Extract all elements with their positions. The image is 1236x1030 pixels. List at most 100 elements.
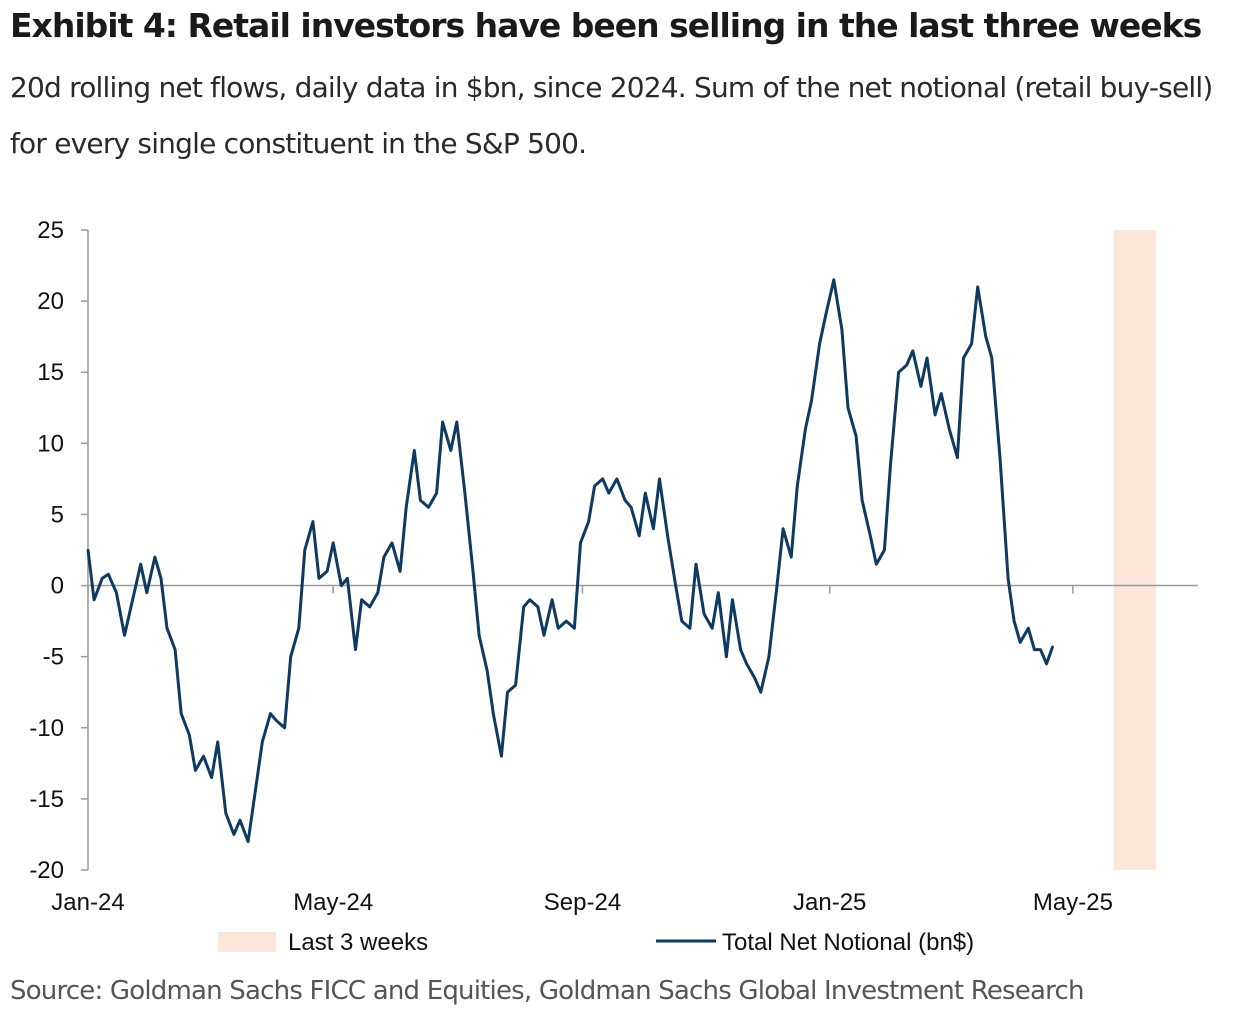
y-tick-label: -5 [43, 644, 64, 671]
data-point [297, 627, 300, 630]
data-point [107, 572, 110, 576]
data-point [159, 577, 163, 580]
data-point [919, 385, 923, 388]
data-point [216, 740, 219, 744]
data-point [688, 627, 692, 630]
data-point [1027, 627, 1030, 630]
data-point [115, 591, 118, 594]
x-axis-ticks: Jan-24 May-24 Sep-24 Jan-25 May-25 [51, 585, 1113, 916]
data-point [139, 563, 142, 566]
x-tick-label: Jan-24 [51, 889, 124, 916]
data-point [824, 314, 827, 317]
data-point [623, 499, 627, 502]
data-point [1039, 648, 1042, 651]
data-point [587, 520, 590, 523]
line-chart: 25 20 15 10 5 0 -5 -10 -15 -20 Jan-24 May-24 Sep-24… [29, 217, 1198, 956]
y-tick-label: 10 [37, 430, 64, 457]
data-point [435, 491, 438, 495]
data-point [289, 655, 292, 658]
y-tick-label: -10 [29, 715, 64, 742]
data-point [911, 349, 915, 353]
data-point [889, 463, 892, 466]
data-point [804, 427, 807, 431]
data-point [303, 548, 307, 552]
data-point [325, 570, 329, 573]
data-point [522, 605, 525, 609]
data-point [180, 712, 183, 715]
data-point [860, 499, 864, 502]
y-tick-label: 20 [37, 288, 64, 315]
data-point [354, 648, 357, 651]
data-point [238, 819, 242, 822]
data-point [970, 342, 973, 345]
data-point [998, 456, 1002, 459]
y-tick-label: 15 [37, 359, 64, 386]
x-tick-label: Sep-24 [544, 889, 621, 916]
data-point [846, 406, 850, 409]
data-point [441, 420, 444, 424]
data-point [658, 477, 661, 481]
data-point [565, 619, 568, 623]
data-point [486, 669, 489, 673]
data-point [579, 541, 582, 545]
legend-label-last-3-weeks: Last 3 weeks [288, 929, 428, 956]
data-point [976, 285, 979, 289]
data-point [360, 598, 363, 601]
data-point [725, 655, 728, 658]
data-point [869, 534, 872, 537]
data-point [933, 413, 937, 417]
data-point [939, 392, 943, 395]
data-point [123, 634, 126, 637]
data-point [283, 726, 286, 729]
data-point [514, 683, 517, 687]
data-point [492, 712, 495, 715]
data-point [346, 577, 349, 580]
data-point [717, 591, 720, 594]
data-point [739, 648, 742, 651]
data-point [210, 776, 213, 779]
data-point [956, 456, 959, 459]
data-point [948, 427, 951, 431]
data-point [1033, 648, 1036, 651]
data-point [638, 534, 641, 537]
data-point [666, 534, 669, 537]
data-point [145, 591, 148, 594]
data-point [340, 584, 343, 587]
data-point [449, 449, 452, 452]
y-axis-ticks: 25 20 15 10 5 0 -5 -10 -15 -20 [29, 217, 88, 884]
data-point [261, 740, 264, 744]
data-point [275, 719, 278, 722]
data-point [680, 619, 683, 623]
data-point [92, 598, 96, 601]
x-tick-label: Jan-25 [793, 889, 866, 916]
data-point [883, 548, 886, 552]
data-point [332, 541, 335, 545]
data-point [368, 605, 371, 609]
data-point [556, 627, 560, 630]
data-point [840, 328, 844, 331]
data-point [897, 371, 900, 374]
data-point [593, 484, 596, 488]
data-point [202, 755, 205, 758]
data-point [536, 605, 540, 609]
data-point [131, 598, 134, 601]
data-point [1012, 619, 1016, 623]
data-point [1045, 662, 1048, 665]
data-point [311, 520, 315, 523]
data-point [550, 598, 554, 601]
legend: Last 3 weeks Total Net Notional (bn$) [218, 929, 974, 956]
y-tick-label: -20 [29, 857, 64, 884]
data-point [702, 612, 706, 616]
data-point [188, 733, 191, 737]
series-line-total-net-notional [86, 278, 1055, 844]
chart-subtitle: 20d rolling net flows, daily data in $bn… [10, 71, 1213, 160]
data-point [506, 691, 509, 694]
data-point [542, 634, 546, 637]
y-tick-label: 5 [51, 501, 64, 528]
data-point [990, 356, 994, 360]
data-point [818, 342, 821, 345]
data-point [615, 477, 619, 481]
data-point [925, 356, 929, 360]
data-point [601, 477, 604, 481]
data-point [224, 811, 228, 815]
